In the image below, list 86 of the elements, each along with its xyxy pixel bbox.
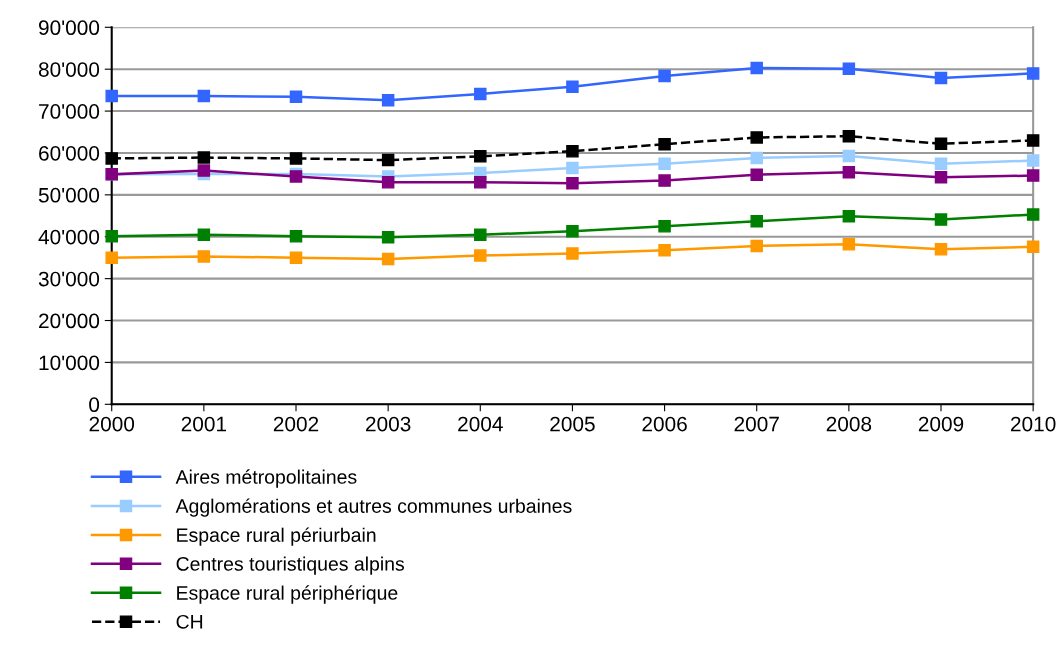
point [842, 149, 856, 163]
point [566, 176, 579, 190]
x-tick-label: 2001 [181, 416, 227, 432]
y-tick-label: 40'000 [38, 229, 100, 245]
point [1026, 134, 1040, 147]
point [566, 80, 579, 94]
point [105, 251, 118, 264]
x-tick-label: 2002 [273, 416, 319, 432]
point [750, 239, 763, 253]
point [381, 93, 395, 107]
point [934, 213, 948, 226]
y-tick-label: 10'000 [39, 355, 100, 371]
point [474, 150, 487, 163]
legend-label: Centres touristiques alpins [176, 556, 405, 575]
point [197, 89, 211, 103]
point [1026, 240, 1040, 254]
point [105, 230, 118, 243]
point [750, 214, 763, 228]
y-tick-label: 0 [89, 397, 100, 413]
point [197, 250, 211, 263]
y-tick-label: 80'000 [38, 62, 100, 77]
point [381, 230, 395, 244]
point [934, 171, 948, 184]
legend-label: Espace rural périurbain [177, 527, 376, 546]
point [842, 165, 856, 179]
x-tick-label: 2007 [734, 416, 779, 432]
point [566, 161, 579, 175]
point [289, 90, 303, 104]
point [750, 61, 763, 75]
x-tick-label: 2004 [458, 416, 503, 432]
point [1026, 154, 1040, 167]
point [566, 225, 579, 238]
point [197, 151, 211, 164]
point [381, 176, 395, 189]
point [934, 157, 948, 171]
point [658, 174, 671, 187]
point [105, 152, 118, 165]
y-tick-label: 30'000 [38, 271, 100, 287]
point [750, 131, 763, 144]
point [934, 71, 948, 85]
legend-label: Agglomérations et autres communes urbaines [175, 498, 572, 517]
point [750, 151, 763, 165]
point [842, 238, 856, 251]
point [750, 168, 763, 181]
x-tick-label: 2006 [642, 416, 687, 432]
point [658, 137, 671, 151]
y-tick-label: 50'000 [38, 187, 100, 203]
point [474, 249, 487, 262]
point [1026, 208, 1040, 221]
x-tick-label: 2000 [89, 416, 135, 432]
point [934, 243, 948, 256]
point [289, 230, 303, 243]
point [658, 69, 671, 83]
point [1026, 67, 1040, 80]
point [197, 228, 211, 241]
x-tick-label: 2010 [1011, 416, 1056, 432]
point [934, 137, 948, 151]
point [289, 251, 303, 264]
x-tick-label: 2005 [550, 416, 595, 432]
point [474, 87, 487, 101]
point [658, 243, 671, 257]
point [474, 176, 487, 189]
legend-label: Espace rural périphérique [177, 585, 398, 604]
point [658, 220, 671, 233]
point [474, 228, 487, 241]
point [566, 145, 579, 158]
point [566, 247, 579, 260]
point [842, 129, 856, 143]
point [842, 209, 856, 223]
legend-label: CH [176, 614, 203, 629]
x-tick-label: 2009 [918, 416, 964, 432]
point [381, 252, 395, 266]
y-tick-label: 70'000 [39, 104, 100, 119]
point [658, 157, 671, 171]
point [842, 62, 856, 76]
point [289, 152, 303, 165]
x-tick-label: 2003 [366, 416, 411, 432]
point [1026, 169, 1040, 182]
y-tick-label: 20'000 [39, 313, 100, 329]
point [197, 164, 211, 177]
y-tick-label: 90'000 [38, 20, 100, 36]
x-tick-label: 2008 [826, 416, 872, 432]
legend-label: Aires métropolitaines [175, 469, 357, 488]
point [381, 153, 395, 167]
y-tick-label: 60'000 [39, 145, 100, 161]
point [105, 89, 118, 103]
